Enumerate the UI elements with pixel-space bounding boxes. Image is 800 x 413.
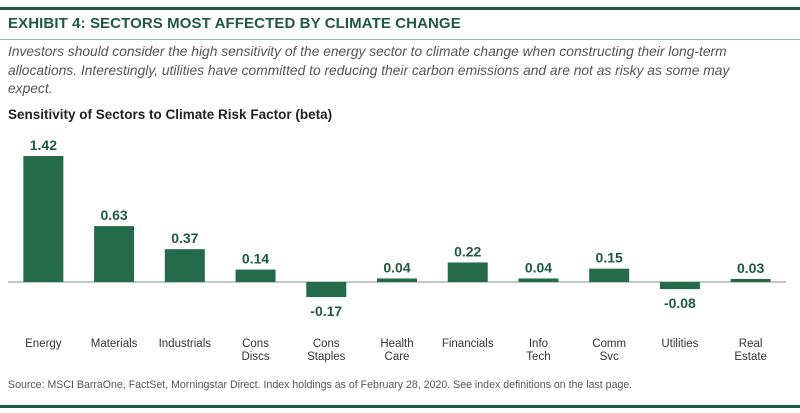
- data-label: 0.04: [383, 259, 410, 275]
- bar: [377, 278, 417, 282]
- category-label: Info Tech: [526, 338, 550, 363]
- bottom-rule: [0, 405, 800, 408]
- category-label: Industrials: [159, 338, 212, 350]
- exhibit-title: EXHIBIT 4: SECTORS MOST AFFECTED BY CLIM…: [8, 15, 461, 32]
- data-label: 0.63: [100, 207, 127, 223]
- data-label: 0.14: [242, 251, 269, 267]
- data-label: -0.08: [664, 295, 696, 311]
- source-note: Source: MSCI BarraOne, FactSet, Mornings…: [8, 379, 633, 391]
- category-label: Comm Svc: [592, 338, 626, 363]
- bar: [306, 282, 347, 298]
- bar: [589, 268, 630, 282]
- data-label: 0.22: [454, 243, 481, 259]
- data-label: 1.42: [30, 137, 57, 153]
- bar: [235, 269, 276, 282]
- bar: [23, 156, 64, 282]
- data-label: 0.03: [737, 260, 764, 276]
- bar: [730, 279, 771, 282]
- data-label: 0.15: [596, 250, 623, 266]
- category-label: Health Care: [380, 338, 413, 363]
- category-label: Real Estate: [734, 338, 767, 363]
- category-label: Utilities: [661, 338, 698, 350]
- title-rule: [0, 39, 800, 40]
- category-label: Cons Discs: [241, 338, 269, 363]
- top-rule: [0, 7, 800, 10]
- bar: [447, 262, 488, 282]
- bar: [659, 282, 700, 290]
- bar: [94, 226, 135, 282]
- category-label: Cons Staples: [307, 338, 346, 363]
- chart-subtitle: Investors should consider the high sensi…: [8, 44, 730, 96]
- chart-title: Sensitivity of Sectors to Climate Risk F…: [8, 107, 333, 122]
- data-label: 0.37: [171, 230, 198, 246]
- bar: [518, 278, 559, 282]
- data-label: 0.04: [525, 259, 552, 275]
- category-label: Financials: [442, 338, 494, 350]
- data-label: -0.17: [310, 303, 342, 319]
- category-label: Energy: [25, 338, 62, 350]
- category-label: Materials: [91, 338, 138, 350]
- bar: [164, 249, 205, 282]
